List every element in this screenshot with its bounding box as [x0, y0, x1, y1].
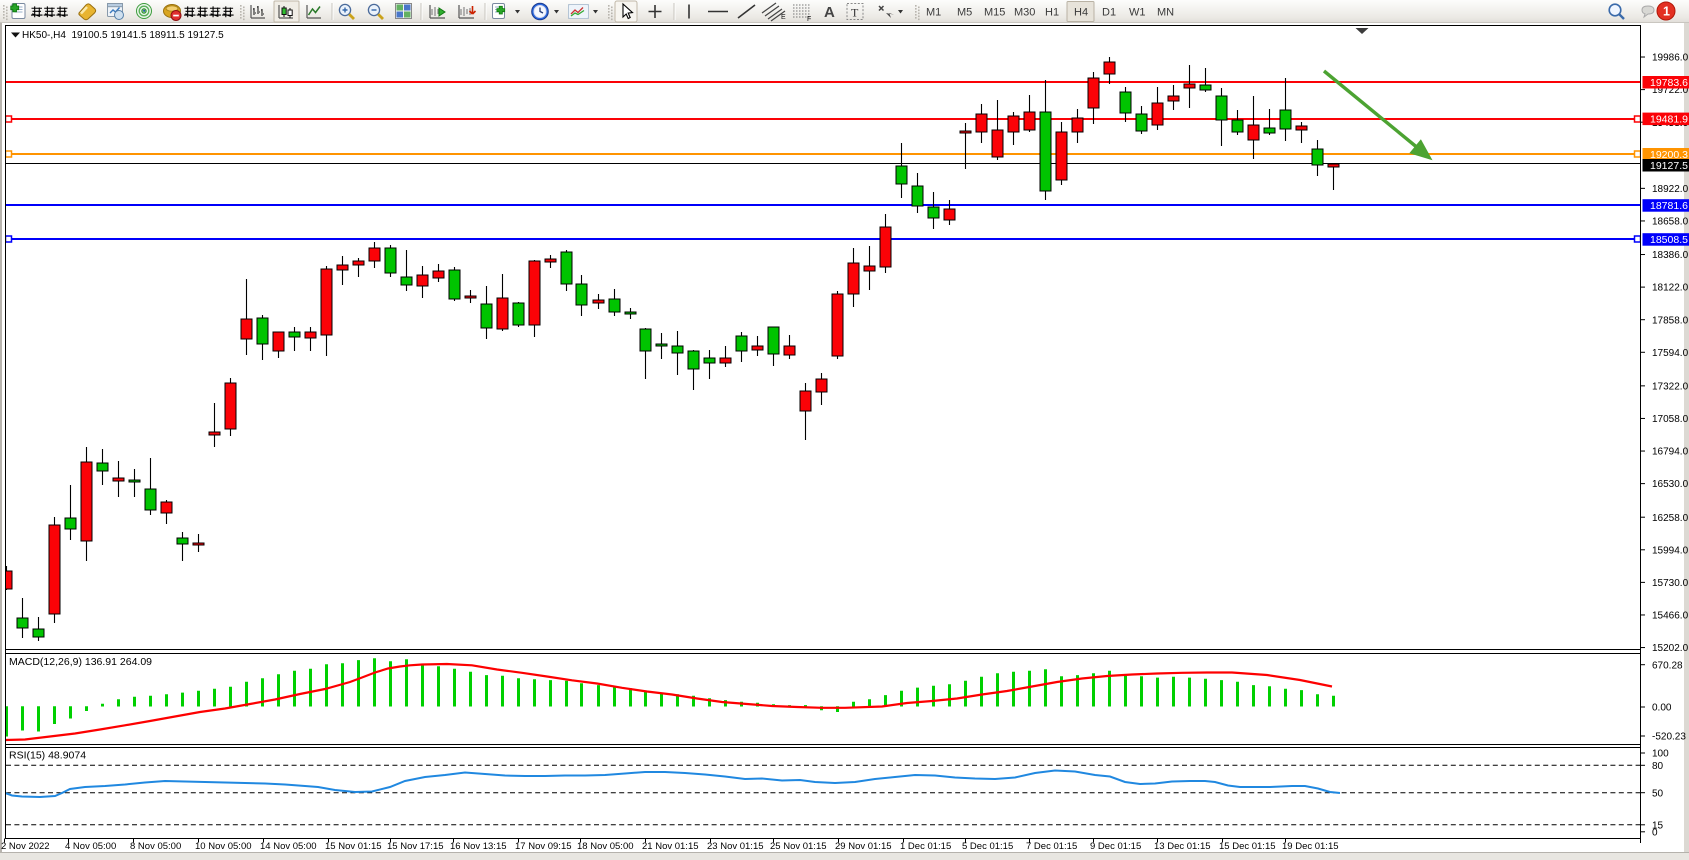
- svg-text:17322.0: 17322.0: [1652, 381, 1689, 392]
- svg-text:E: E: [781, 14, 786, 21]
- svg-text:16530.0: 16530.0: [1652, 479, 1689, 490]
- svg-text:17594.0: 17594.0: [1652, 348, 1689, 359]
- svg-text:8 Nov 05:00: 8 Nov 05:00: [130, 841, 181, 852]
- svg-text:H1: H1: [1045, 7, 1059, 19]
- svg-text:4 Nov 05:00: 4 Nov 05:00: [65, 841, 116, 852]
- svg-text:17058.0: 17058.0: [1652, 414, 1689, 425]
- svg-text:19127.5: 19127.5: [1650, 160, 1688, 172]
- svg-text:19200.3: 19200.3: [1650, 149, 1688, 161]
- svg-text:1: 1: [1663, 5, 1670, 19]
- svg-text:17 Nov 09:15: 17 Nov 09:15: [515, 841, 572, 852]
- svg-text:HK50-,H4 19100.5 19141.5 1891: HK50-,H4 19100.5 19141.5 18911.5 19127.5: [22, 30, 224, 41]
- svg-text:18122.0: 18122.0: [1652, 283, 1689, 294]
- svg-text:21 Nov 01:15: 21 Nov 01:15: [642, 841, 699, 852]
- svg-text:M15: M15: [984, 7, 1005, 19]
- svg-text:19722.0: 19722.0: [1652, 85, 1689, 96]
- svg-text:670.28: 670.28: [1652, 660, 1683, 671]
- svg-text:F: F: [807, 16, 811, 23]
- svg-text:10 Nov 05:00: 10 Nov 05:00: [195, 841, 252, 852]
- svg-text:2 Nov 2022: 2 Nov 2022: [1, 841, 50, 852]
- svg-text:M30: M30: [1014, 7, 1035, 19]
- svg-text:M5: M5: [957, 7, 972, 19]
- svg-text:5 Dec 01:15: 5 Dec 01:15: [962, 841, 1013, 852]
- svg-text:-520.23: -520.23: [1652, 732, 1686, 743]
- svg-text:100: 100: [1652, 749, 1669, 760]
- svg-text:18508.5: 18508.5: [1650, 234, 1688, 246]
- svg-text:23 Nov 01:15: 23 Nov 01:15: [707, 841, 764, 852]
- svg-text:0.00: 0.00: [1652, 703, 1672, 714]
- svg-text:17858.0: 17858.0: [1652, 315, 1689, 326]
- svg-text:9 Dec 01:15: 9 Dec 01:15: [1090, 841, 1141, 852]
- svg-text:RSI(15) 48.9074: RSI(15) 48.9074: [9, 750, 86, 762]
- svg-text:MN: MN: [1157, 7, 1174, 19]
- svg-text:15994.0: 15994.0: [1652, 545, 1689, 556]
- svg-text:16258.0: 16258.0: [1652, 513, 1689, 524]
- svg-text:W1: W1: [1129, 7, 1146, 19]
- svg-text:50: 50: [1652, 788, 1664, 799]
- svg-text:80: 80: [1652, 761, 1664, 772]
- svg-text:16794.0: 16794.0: [1652, 447, 1689, 458]
- svg-text:25 Nov 01:15: 25 Nov 01:15: [770, 841, 827, 852]
- svg-text:18386.0: 18386.0: [1652, 250, 1689, 261]
- svg-text:15202.0: 15202.0: [1652, 643, 1689, 654]
- svg-text:18781.6: 18781.6: [1650, 200, 1688, 212]
- svg-text:18922.0: 18922.0: [1652, 184, 1689, 195]
- svg-text:MACD(12,26,9) 136.91 264.09: MACD(12,26,9) 136.91 264.09: [9, 656, 152, 668]
- svg-text:29 Nov 01:15: 29 Nov 01:15: [835, 841, 892, 852]
- svg-text:15: 15: [1652, 820, 1664, 831]
- svg-text:19481.9: 19481.9: [1650, 114, 1688, 126]
- svg-text:T: T: [851, 6, 859, 20]
- svg-text:19 Dec 01:15: 19 Dec 01:15: [1282, 841, 1339, 852]
- svg-text:13 Dec 01:15: 13 Dec 01:15: [1154, 841, 1211, 852]
- svg-text:1 Dec 01:15: 1 Dec 01:15: [900, 841, 951, 852]
- svg-text:15466.0: 15466.0: [1652, 611, 1689, 622]
- svg-text:15 Nov 17:15: 15 Nov 17:15: [387, 841, 444, 852]
- svg-text:16 Nov 13:15: 16 Nov 13:15: [450, 841, 507, 852]
- svg-text:18658.0: 18658.0: [1652, 217, 1689, 228]
- svg-text:H4: H4: [1074, 7, 1088, 19]
- svg-text:15 Nov 01:15: 15 Nov 01:15: [325, 841, 382, 852]
- svg-text:0: 0: [1652, 827, 1658, 838]
- svg-text:14 Nov 05:00: 14 Nov 05:00: [260, 841, 317, 852]
- svg-text:7 Dec 01:15: 7 Dec 01:15: [1026, 841, 1077, 852]
- svg-text:D1: D1: [1102, 7, 1116, 19]
- svg-text:15 Dec 01:15: 15 Dec 01:15: [1219, 841, 1276, 852]
- svg-text:19783.6: 19783.6: [1650, 77, 1688, 89]
- svg-text:M1: M1: [926, 7, 941, 19]
- svg-text:19986.0: 19986.0: [1652, 53, 1689, 64]
- svg-text:18 Nov 05:00: 18 Nov 05:00: [577, 841, 634, 852]
- svg-text:A: A: [824, 4, 835, 21]
- svg-text:15730.0: 15730.0: [1652, 578, 1689, 589]
